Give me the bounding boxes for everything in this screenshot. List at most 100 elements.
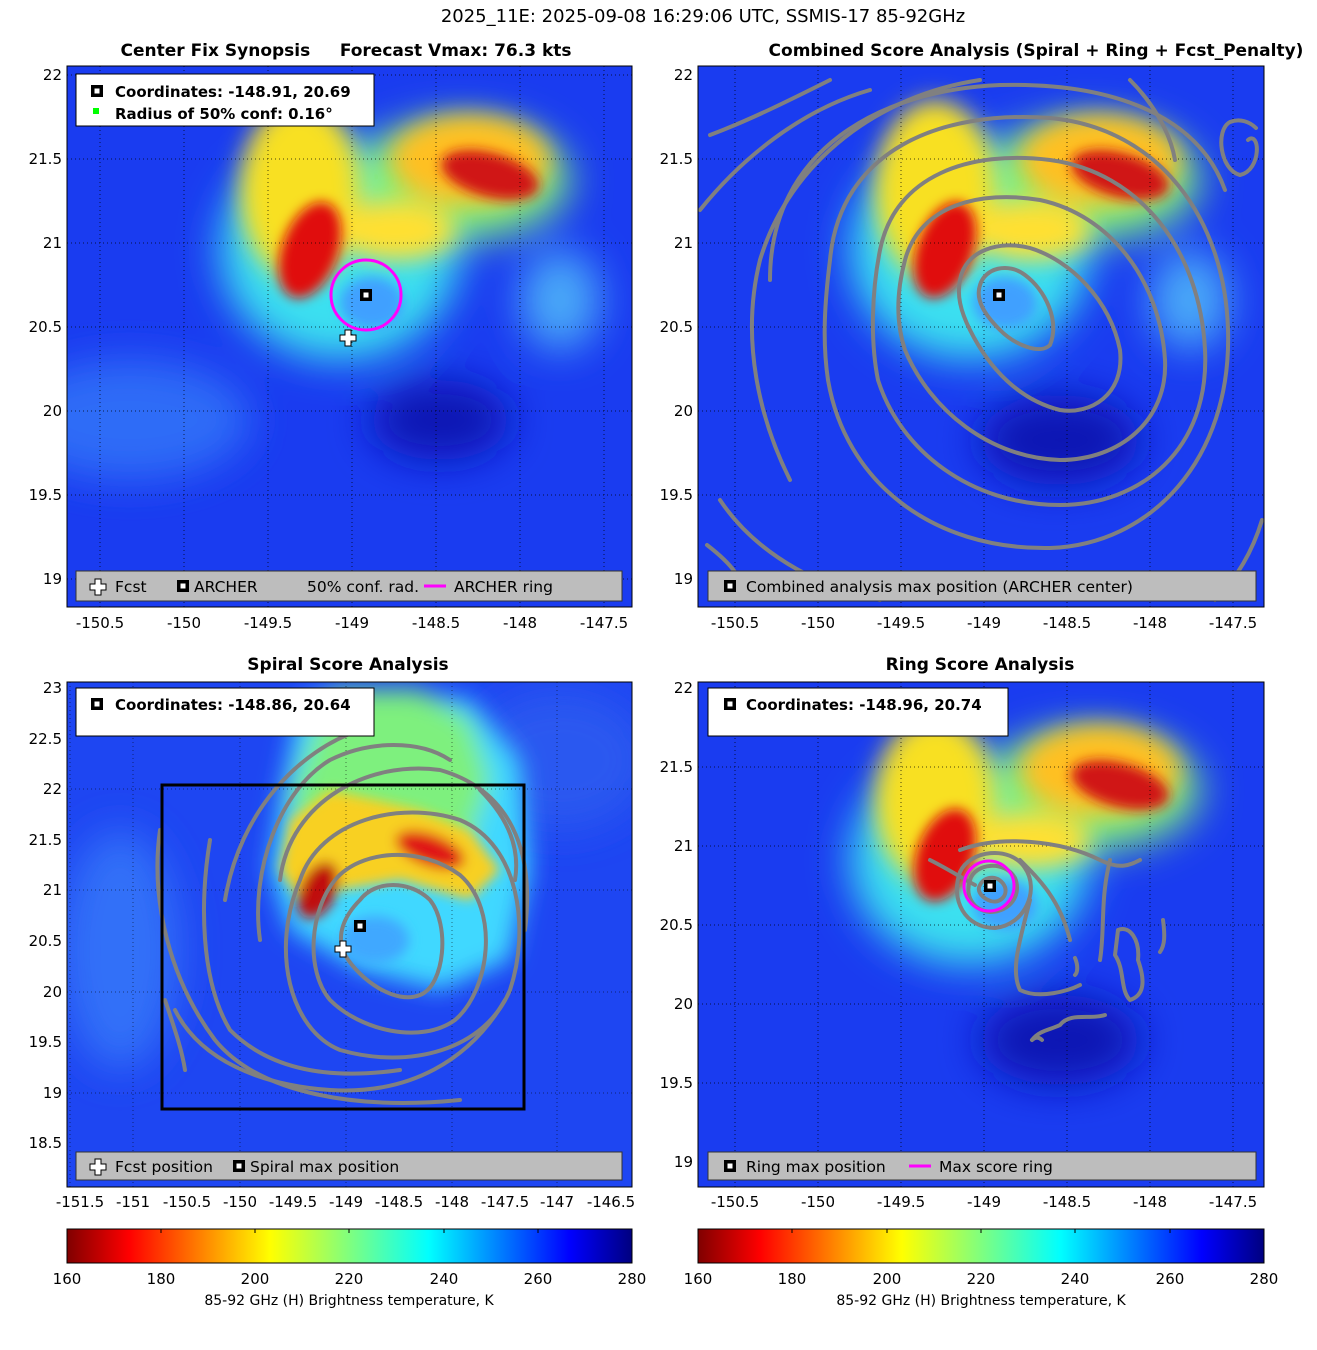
figure-title: 2025_11E: 2025-09-08 16:29:06 UTC, SSMIS… <box>441 6 965 27</box>
svg-text:-150: -150 <box>801 1193 835 1211</box>
svg-text:-150.5: -150.5 <box>163 1193 211 1211</box>
max-score-ring <box>962 859 1016 913</box>
svg-text:-149: -149 <box>335 614 369 632</box>
y-ticks: 22 21.5 21 20.5 20 19.5 19 <box>660 679 693 1171</box>
svg-text:21: 21 <box>674 837 693 855</box>
svg-text:22: 22 <box>43 66 62 84</box>
svg-text:-147.5: -147.5 <box>1209 1193 1257 1211</box>
fcst-legend-icon <box>89 1158 107 1176</box>
svg-text:-150: -150 <box>801 614 835 632</box>
svg-text:160: 160 <box>53 1270 82 1288</box>
svg-text:19: 19 <box>674 1153 693 1171</box>
panel-title: Ring Score Analysis <box>886 655 1075 675</box>
colorbar-ticks: 160 180 200 220 240 260 280 <box>684 1270 1279 1288</box>
svg-text:22: 22 <box>674 66 693 84</box>
svg-text:23: 23 <box>43 679 62 697</box>
svg-text:260: 260 <box>524 1270 553 1288</box>
svg-text:200: 200 <box>873 1270 902 1288</box>
svg-text:-149.5: -149.5 <box>877 1193 925 1211</box>
search-box <box>160 783 526 1111</box>
x-ticks: -151.5 -151 -150.5 -150 -149.5 -149 -148… <box>56 1193 635 1211</box>
fcst-legend-icon <box>89 578 107 596</box>
legend: Fcst ARCHER 50% conf. rad. ARCHER ring <box>75 570 623 602</box>
colorbar-left: 160 180 200 220 240 260 280 85-92 GHz (H… <box>53 1228 646 1309</box>
svg-text:19.5: 19.5 <box>660 1074 693 1092</box>
svg-text:-148.5: -148.5 <box>375 1193 423 1211</box>
svg-text:-149: -149 <box>967 1193 1001 1211</box>
brightness-field <box>67 682 632 1187</box>
svg-text:22: 22 <box>674 679 693 697</box>
svg-text:22: 22 <box>43 780 62 798</box>
svg-text:-147.5: -147.5 <box>580 614 628 632</box>
legend-fcst: Fcst <box>115 578 147 596</box>
svg-text:-151: -151 <box>116 1193 150 1211</box>
svg-text:-147.5: -147.5 <box>1209 614 1257 632</box>
archer-ring <box>329 258 403 332</box>
svg-text:20: 20 <box>43 983 62 1001</box>
svg-text:21.5: 21.5 <box>660 150 693 168</box>
svg-text:-148: -148 <box>1133 614 1167 632</box>
svg-text:20.5: 20.5 <box>660 318 693 336</box>
svg-text:22.5: 22.5 <box>29 730 62 748</box>
legend-combined: Combined analysis max position (ARCHER c… <box>746 578 1133 596</box>
fcst-marker <box>339 329 357 347</box>
x-ticks: -150.5 -150 -149.5 -149 -148.5 -148 -147… <box>711 614 1257 632</box>
svg-text:-150: -150 <box>167 614 201 632</box>
legend-conf: 50% conf. rad. <box>307 578 419 596</box>
svg-text:160: 160 <box>684 1270 713 1288</box>
svg-text:260: 260 <box>1156 1270 1185 1288</box>
legend-ring-max: Ring max position <box>746 1158 886 1176</box>
svg-text:19.5: 19.5 <box>29 1033 62 1051</box>
score-contours <box>928 839 1167 1042</box>
info-coordinates: Coordinates: -148.91, 20.69 <box>115 83 351 101</box>
legend-max-ring: Max score ring <box>939 1158 1053 1176</box>
panel-ring-score: Ring Score Analysis <box>660 655 1265 1211</box>
legend: Fcst position Spiral max position <box>75 1151 623 1181</box>
svg-text:-150.5: -150.5 <box>711 1193 759 1211</box>
svg-text:200: 200 <box>241 1270 270 1288</box>
legend-fcst: Fcst position <box>115 1158 213 1176</box>
svg-text:240: 240 <box>1061 1270 1090 1288</box>
svg-text:-150.5: -150.5 <box>76 614 124 632</box>
svg-text:20.5: 20.5 <box>29 318 62 336</box>
svg-text:19.5: 19.5 <box>660 486 693 504</box>
svg-text:180: 180 <box>778 1270 807 1288</box>
svg-text:-149: -149 <box>329 1193 363 1211</box>
svg-text:20.5: 20.5 <box>29 932 62 950</box>
info-radius: Radius of 50% conf: 0.16° <box>115 105 333 123</box>
panel-spiral-score: Spiral Score Analysis <box>29 655 636 1211</box>
svg-text:19: 19 <box>43 1084 62 1102</box>
svg-text:-149.5: -149.5 <box>877 614 925 632</box>
legend-ring: ARCHER ring <box>454 578 553 596</box>
info-box: Coordinates: -148.91, 20.69 Radius of 50… <box>75 73 375 127</box>
legend: Combined analysis max position (ARCHER c… <box>707 570 1257 602</box>
svg-text:20.5: 20.5 <box>660 916 693 934</box>
info-box: Coordinates: -148.86, 20.64 <box>75 687 375 737</box>
svg-text:-148: -148 <box>503 614 537 632</box>
svg-text:220: 220 <box>967 1270 996 1288</box>
svg-text:-150.5: -150.5 <box>711 614 759 632</box>
svg-text:-147.5: -147.5 <box>481 1193 529 1211</box>
fcst-marker <box>334 940 352 958</box>
conf-radius-swatch <box>93 108 99 114</box>
x-ticks: -150.5 -150 -149.5 -149 -148.5 -148 -147… <box>76 614 628 632</box>
x-ticks: -150.5 -150 -149.5 -149 -148.5 -148 -147… <box>711 1193 1257 1211</box>
svg-text:-149.5: -149.5 <box>244 614 292 632</box>
y-ticks: 22 21.5 21 20.5 20 19.5 19 <box>660 66 693 588</box>
svg-text:19: 19 <box>43 570 62 588</box>
svg-text:-148.5: -148.5 <box>1043 1193 1091 1211</box>
colorbar-label: 85-92 GHz (H) Brightness temperature, K <box>204 1293 494 1309</box>
legend: Ring max position Max score ring <box>707 1151 1257 1181</box>
svg-text:280: 280 <box>1250 1270 1279 1288</box>
svg-text:-149.5: -149.5 <box>269 1193 317 1211</box>
svg-text:-148.5: -148.5 <box>1043 614 1091 632</box>
svg-text:-150: -150 <box>223 1193 257 1211</box>
svg-text:-147: -147 <box>540 1193 574 1211</box>
colorbar-right: 160 180 200 220 240 260 280 85-92 GHz (H… <box>684 1228 1279 1309</box>
legend-archer: ARCHER <box>194 578 258 596</box>
svg-text:-148: -148 <box>435 1193 469 1211</box>
svg-text:21: 21 <box>674 234 693 252</box>
y-ticks: 23 22.5 22 21.5 21 20.5 20 19.5 19 18.5 <box>29 679 62 1152</box>
svg-text:21: 21 <box>43 234 62 252</box>
svg-text:-148.5: -148.5 <box>412 614 460 632</box>
